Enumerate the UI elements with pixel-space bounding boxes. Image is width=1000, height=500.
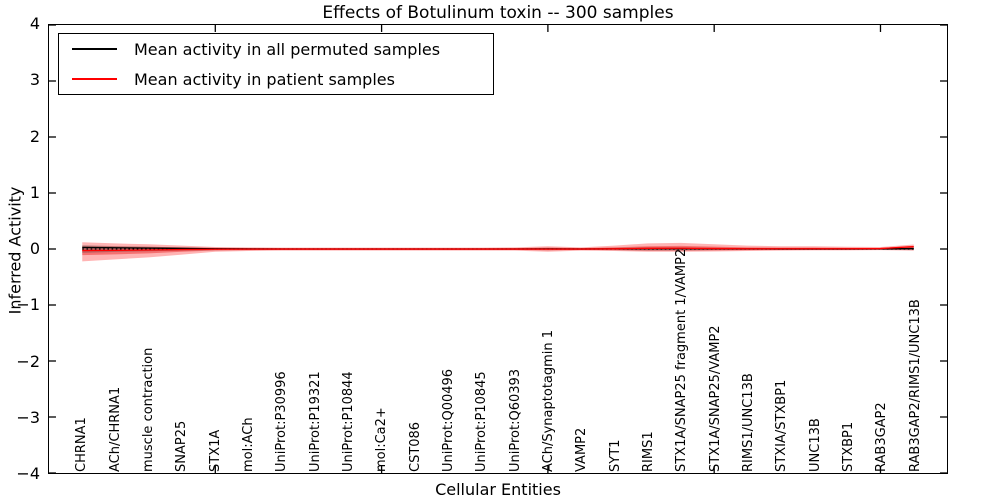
x-tick-label: mol:ACh: [241, 417, 256, 472]
permuted-line-swatch: [72, 48, 117, 50]
x-tick-label: STX1A/SNAP25 fragment 1/VAMP2: [674, 248, 690, 472]
y-tick-label: −4: [16, 464, 40, 483]
chart-title: Effects of Botulinum toxin -- 300 sample…: [322, 3, 674, 23]
x-tick-label: VAMP2: [574, 427, 590, 472]
x-tick-label: RAB3GAP2/RIMS1/UNC13B: [907, 299, 923, 472]
legend-label-patient: Mean activity in patient samples: [134, 69, 395, 89]
x-tick-label: ACh/Synaptotagmin 1: [541, 329, 556, 472]
x-tick-label: STXBP1: [841, 421, 856, 472]
legend-box: Mean activity in all permuted samples Me…: [58, 33, 494, 95]
x-tick-label: UNC13B: [807, 418, 823, 472]
patient-band-outer: [82, 242, 914, 262]
legend-label-permuted: Mean activity in all permuted samples: [134, 39, 441, 59]
patient-mean-line: [82, 246, 914, 252]
chart-canvas: [49, 25, 947, 473]
x-tick-label: UniProt:Q00496: [441, 368, 456, 472]
y-tick-label: 0: [29, 239, 40, 258]
y-tick-label: −1: [16, 295, 40, 315]
y-tick-label: 3: [29, 70, 40, 90]
y-tick-label: 2: [29, 126, 40, 146]
x-tick-label: UniProt:P19321: [307, 371, 323, 472]
x-tick-label: UniProt:P30996: [274, 371, 290, 472]
x-tick-label: STX1A/SNAP25/VAMP2: [707, 325, 723, 472]
x-tick-label: UniProt:P10844: [341, 371, 356, 472]
legend-entry-patient: Mean activity in patient samples: [59, 67, 493, 91]
plot-area: CHRNA1 ACh/CHRNA1 muscle contraction SNAP25…: [48, 24, 948, 474]
x-axis-title: Cellular Entities: [435, 480, 561, 499]
x-tick-label: UniProt:Q60393: [507, 368, 523, 472]
y-tick-label: −3: [16, 407, 40, 427]
x-tick-label: STX1A: [207, 429, 223, 472]
x-tick-label: UniProt:P10845: [474, 371, 490, 472]
x-tick-label: CST086: [407, 421, 423, 472]
x-tick-label: RIMS1: [641, 431, 656, 472]
x-tick-label: RIMS1/UNC13B: [741, 373, 756, 472]
x-tick-label: STXIA/STXBP1: [774, 379, 790, 472]
patient-line-swatch: [72, 78, 117, 80]
y-tick-label: −2: [16, 351, 40, 371]
x-tick-label: muscle contraction: [141, 347, 156, 472]
y-tick-label: 4: [29, 14, 40, 33]
x-tick-label: RAB3GAP2: [874, 402, 890, 472]
x-tick-label: ACh/CHRNA1: [107, 386, 123, 472]
legend-entry-permuted: Mean activity in all permuted samples: [59, 37, 493, 61]
x-tick-label: SNAP25: [174, 420, 190, 472]
x-tick-label: mol:Ca2+: [374, 407, 390, 472]
x-tick-label: CHRNA1: [74, 417, 90, 472]
y-tick-label: 1: [29, 182, 40, 202]
y-axis-title: Inferred Activity: [5, 186, 25, 315]
x-tick-label: SYT1: [607, 439, 623, 472]
